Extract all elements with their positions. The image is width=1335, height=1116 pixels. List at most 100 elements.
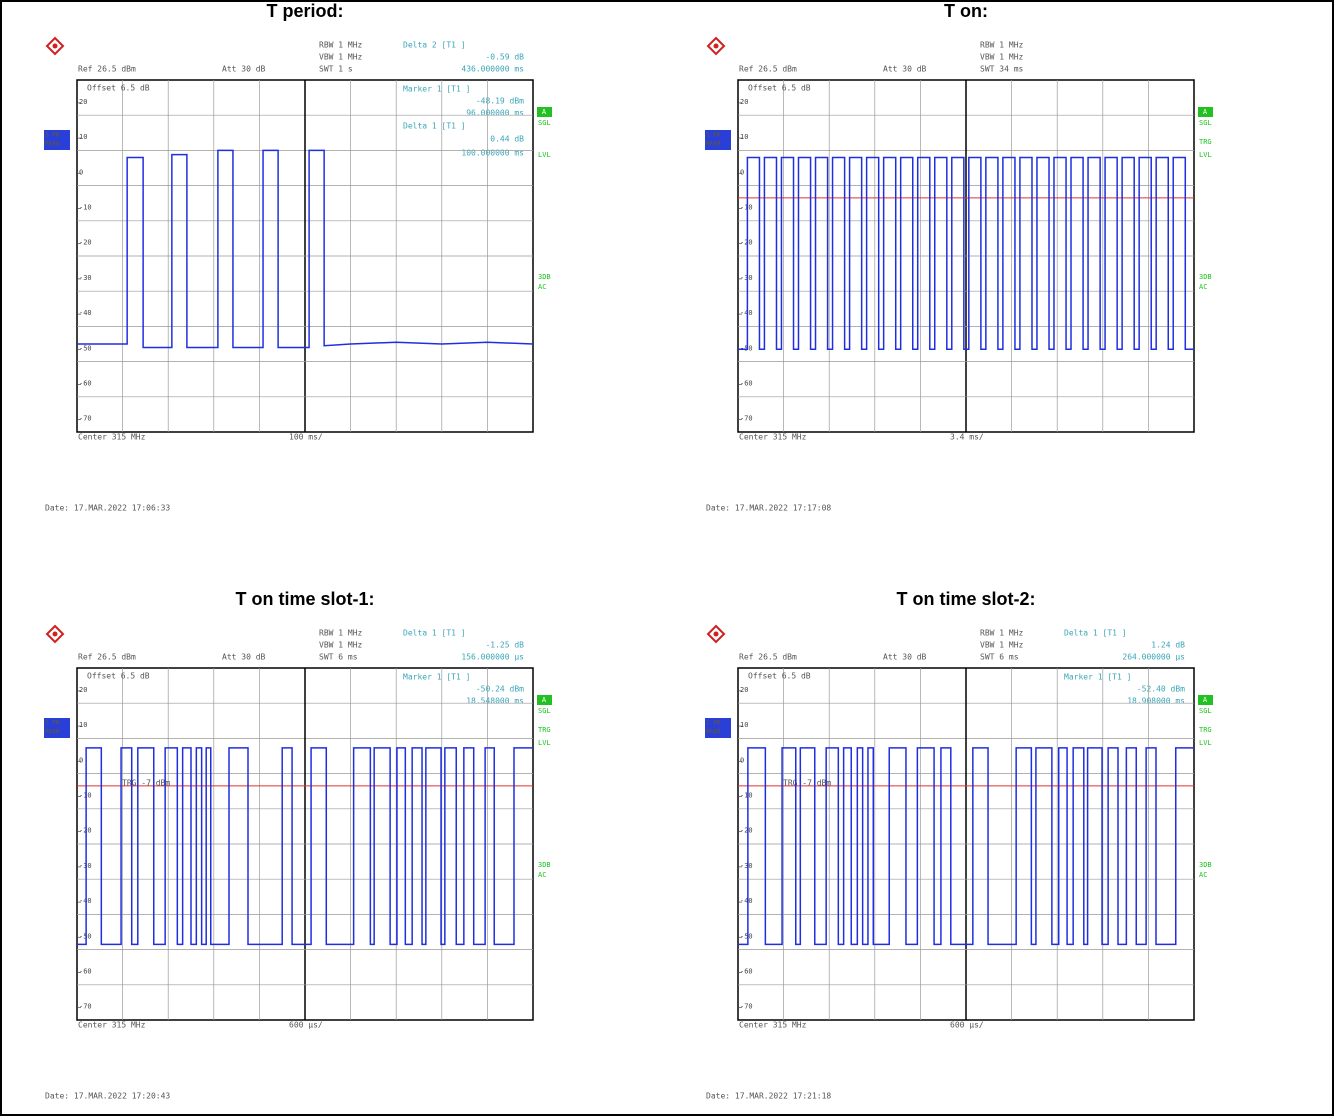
- setting: RBW 1 MHz: [319, 41, 363, 50]
- y-tick-label: -20: [740, 827, 753, 835]
- setting: VBW 1 MHz: [319, 53, 363, 62]
- status: TRG: [1199, 726, 1212, 734]
- panel-title: T period:: [267, 1, 344, 21]
- trace: [77, 747, 533, 946]
- trace-label: 1 PK: [45, 132, 60, 139]
- date: Date: 17.MAR.2022 17:17:08: [706, 504, 831, 513]
- setting: RBW 1 MHz: [980, 41, 1024, 50]
- y-tick-label: 10: [79, 133, 87, 141]
- panel-title: T on time slot-2:: [897, 589, 1036, 609]
- status: A: [542, 108, 547, 116]
- trace-label-box: [44, 718, 70, 738]
- status: A: [1203, 108, 1208, 116]
- y-tick-label: -70: [740, 1003, 753, 1011]
- y-tick-label: -30: [740, 274, 753, 282]
- status: TRG: [1199, 138, 1212, 146]
- status: LVL: [538, 739, 551, 747]
- status: 3DB: [1199, 273, 1212, 281]
- y-tick-label: 20: [79, 686, 87, 694]
- y-tick-label: -60: [79, 967, 92, 975]
- y-tick-label: -10: [79, 203, 92, 211]
- status: TRG: [538, 726, 551, 734]
- logo-dot: [52, 631, 58, 637]
- marker-info: -50.24 dBm: [476, 685, 524, 694]
- status: SGL: [1199, 119, 1212, 127]
- y-tick-label: 20: [740, 98, 748, 106]
- marker-info: 156.000000 µs: [461, 653, 524, 662]
- setting: VBW 1 MHz: [980, 641, 1024, 650]
- marker-info: -48.19 dBm: [476, 97, 524, 106]
- y-tick-label: 0: [740, 756, 744, 764]
- x-span: 100 ms/: [289, 433, 323, 442]
- y-tick-label: 0: [79, 756, 83, 764]
- x-center: Center 315 MHz: [78, 433, 146, 442]
- y-tick-label: -40: [79, 309, 92, 317]
- marker-info: Delta 1 [T1 ]: [403, 629, 466, 638]
- status-box: [1198, 107, 1213, 117]
- y-tick-label: -60: [740, 967, 753, 975]
- status-box: [1198, 695, 1213, 705]
- marker-info: -0.59 dB: [485, 53, 524, 62]
- panel-title: T on:: [944, 1, 988, 21]
- trace: [77, 149, 533, 349]
- setting: VBW 1 MHz: [980, 53, 1024, 62]
- offset: Offset 6.5 dB: [748, 672, 811, 681]
- marker-info: -52.40 dBm: [1137, 685, 1185, 694]
- status: AC: [1199, 283, 1207, 291]
- y-tick-label: 10: [740, 721, 748, 729]
- x-center: Center 315 MHz: [78, 1021, 146, 1030]
- attenuation: Att 30 dB: [222, 653, 266, 662]
- y-tick-label: -10: [79, 791, 92, 799]
- marker-info: Marker 1 [T1 ]: [1064, 673, 1131, 682]
- y-tick-label: 20: [740, 686, 748, 694]
- marker-info: Marker 1 [T1 ]: [403, 85, 470, 94]
- status: AC: [1199, 871, 1207, 879]
- status: 3DB: [1199, 861, 1212, 869]
- logo-dot: [713, 631, 719, 637]
- y-tick-label: 20: [79, 98, 87, 106]
- marker-info: Delta 1 [T1 ]: [403, 122, 466, 131]
- trace-label-box: [705, 130, 731, 150]
- date: Date: 17.MAR.2022 17:06:33: [45, 504, 170, 513]
- setting: SWT 6 ms: [980, 653, 1019, 662]
- trace-label: MAXH: [45, 729, 60, 736]
- marker-info: 96.000000 ms: [466, 109, 524, 118]
- attenuation: Att 30 dB: [222, 65, 266, 74]
- panel-title: T on time slot-1:: [236, 589, 375, 609]
- marker-info: Delta 1 [T1 ]: [1064, 629, 1127, 638]
- y-tick-label: -50: [79, 932, 92, 940]
- status-box: [537, 695, 552, 705]
- trace-label: 1 PK: [706, 132, 721, 139]
- trace-label: MAXH: [706, 729, 721, 736]
- status: 3DB: [538, 273, 551, 281]
- trigger-label: TRG -7 dBm: [783, 778, 831, 787]
- y-tick-label: 10: [740, 133, 748, 141]
- setting: SWT 34 ms: [980, 65, 1024, 74]
- marker-info: -1.25 dB: [485, 641, 524, 650]
- y-tick-label: -70: [740, 415, 753, 423]
- status: LVL: [1199, 739, 1212, 747]
- marker-info: 18.908000 ms: [1127, 697, 1185, 706]
- y-tick-label: -50: [740, 932, 753, 940]
- trace-label: MAXH: [706, 141, 721, 148]
- x-span: 3.4 ms/: [950, 433, 984, 442]
- y-tick-label: -10: [740, 791, 753, 799]
- y-tick-label: -40: [740, 897, 753, 905]
- ref-level: Ref 26.5 dBm: [739, 65, 797, 74]
- setting: SWT 6 ms: [319, 653, 358, 662]
- x-center: Center 315 MHz: [739, 1021, 807, 1030]
- marker-info: 100.000000 ms: [461, 149, 524, 158]
- y-tick-label: -50: [79, 344, 92, 352]
- ref-level: Ref 26.5 dBm: [78, 65, 136, 74]
- y-tick-label: -20: [740, 239, 753, 247]
- setting: SWT 1 s: [319, 65, 353, 74]
- y-tick-label: 0: [79, 168, 83, 176]
- y-tick-label: -70: [79, 1003, 92, 1011]
- status: SGL: [538, 707, 551, 715]
- x-center: Center 315 MHz: [739, 433, 807, 442]
- y-tick-label: -40: [79, 897, 92, 905]
- trace: [738, 747, 1194, 946]
